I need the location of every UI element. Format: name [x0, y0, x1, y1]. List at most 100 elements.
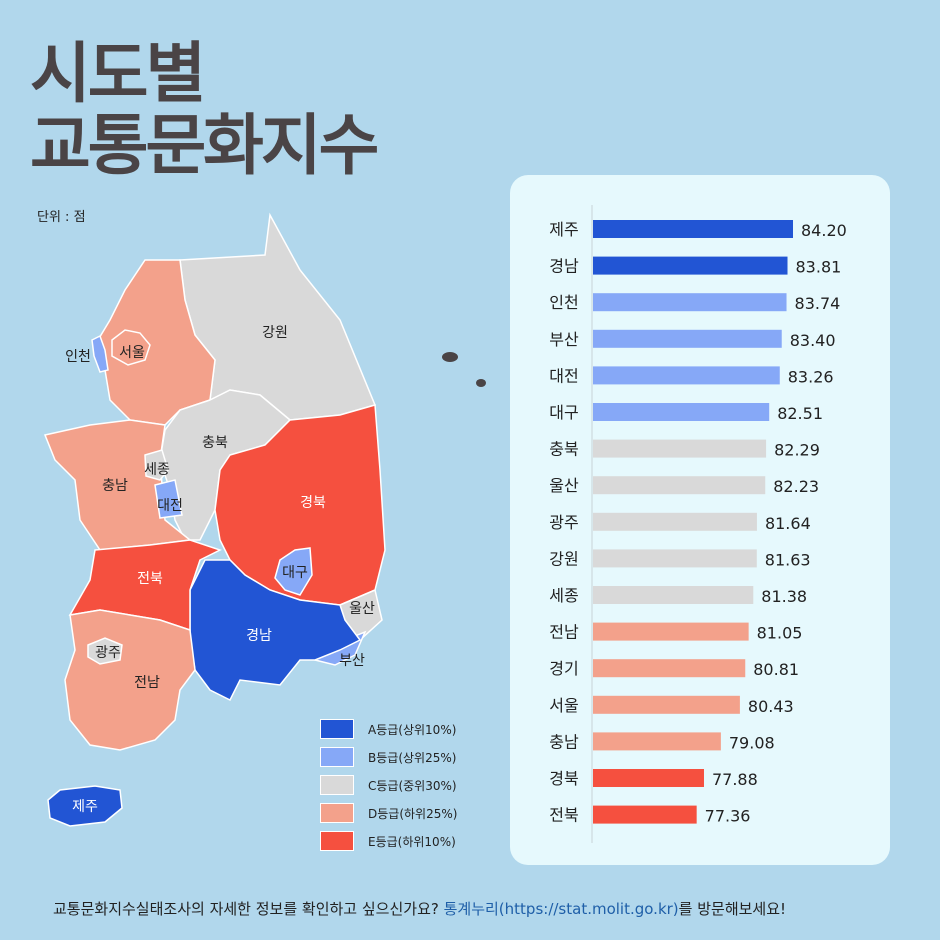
- value-label-16: 77.36: [705, 807, 751, 826]
- category-label-15: 경북: [549, 769, 578, 788]
- map-region-16: [47, 785, 123, 827]
- bar-7: [593, 476, 766, 495]
- value-label-5: 82.51: [777, 404, 823, 423]
- map-region-12: [189, 559, 362, 702]
- bar-chart: 제주 84.20 경남 83.81 인천 83.74 부산 83.40 대전 83.26 대구 82.…: [549, 205, 847, 843]
- category-label-9: 강원: [549, 549, 578, 568]
- map-region-2: [111, 329, 151, 366]
- title-line-1: 시도별: [30, 35, 206, 112]
- value-label-12: 80.81: [753, 660, 799, 679]
- map-label-14: 전남: [134, 675, 160, 691]
- map-label-0: 강원: [262, 325, 288, 341]
- category-label-14: 충남: [549, 732, 579, 751]
- map-region-15: [87, 637, 123, 665]
- legend-swatch: [320, 803, 354, 823]
- category-label-4: 대전: [549, 366, 578, 385]
- legend-swatch: [320, 831, 354, 851]
- category-label-8: 광주: [549, 513, 578, 532]
- legend: A등급(상위10%) B등급(상위25%) C등급(중위30%) D등급(하위25%)…: [320, 715, 457, 855]
- category-label-6: 충북: [549, 440, 578, 459]
- bar-2: [593, 293, 787, 312]
- bar-1: [593, 256, 788, 275]
- value-label-4: 83.26: [788, 367, 834, 386]
- value-label-11: 81.05: [757, 624, 803, 643]
- legend-label: C등급(중위30%): [368, 778, 457, 793]
- value-label-10: 81.38: [761, 587, 807, 606]
- map-label-5: 충남: [102, 478, 128, 494]
- value-label-7: 82.23: [773, 477, 819, 496]
- legend-item-3: D등급(하위25%): [320, 799, 457, 827]
- map-label-6: 세종: [144, 462, 170, 478]
- value-label-3: 83.40: [790, 331, 836, 350]
- category-label-11: 전남: [549, 623, 579, 642]
- map-label-13: 전북: [137, 571, 163, 587]
- map-region-6: [144, 449, 169, 481]
- value-label-0: 84.20: [801, 221, 847, 240]
- map-label-7: 대전: [157, 498, 183, 514]
- legend-label: E등급(하위10%): [368, 834, 456, 849]
- bar-14: [593, 732, 721, 751]
- map-label-2: 서울: [119, 345, 145, 361]
- value-label-13: 80.43: [748, 697, 794, 716]
- bar-0: [593, 220, 793, 238]
- map-label-16: 제주: [72, 799, 98, 815]
- bar-16: [593, 805, 697, 824]
- category-label-2: 인천: [549, 293, 578, 312]
- legend-label: D등급(하위25%): [368, 806, 458, 821]
- category-label-7: 울산: [549, 476, 579, 495]
- map-label-12: 경남: [246, 628, 272, 644]
- legend-item-1: B등급(상위25%): [320, 743, 457, 771]
- bar-5: [593, 403, 770, 421]
- island-dokdo: [476, 379, 486, 387]
- bar-15: [593, 769, 704, 787]
- map-label-3: 인천: [65, 349, 91, 365]
- category-label-5: 대구: [549, 403, 578, 422]
- map-label-11: 부산: [339, 653, 365, 669]
- map-label-9: 대구: [282, 565, 308, 581]
- value-label-1: 83.81: [796, 258, 842, 277]
- legend-item-2: C등급(중위30%): [320, 771, 457, 799]
- bar-3: [593, 329, 782, 348]
- bar-4: [593, 366, 780, 385]
- stat-link[interactable]: 통계누리(https://stat.molit.go.kr): [443, 900, 679, 918]
- value-label-2: 83.74: [795, 294, 841, 313]
- unit-label: 단위 : 점: [37, 210, 86, 225]
- title-line-2: 교통문화지수: [30, 107, 379, 184]
- map-region-3: [91, 334, 109, 373]
- island-ulleung: [442, 352, 458, 362]
- value-label-14: 79.08: [729, 733, 775, 752]
- legend-swatch: [320, 747, 354, 767]
- map-label-15: 광주: [95, 645, 121, 661]
- legend-label: A등급(상위10%): [368, 722, 457, 737]
- value-label-6: 82.29: [774, 441, 820, 460]
- category-label-3: 부산: [549, 330, 579, 349]
- bar-13: [593, 695, 740, 714]
- legend-item-4: E등급(하위10%): [320, 827, 457, 855]
- bar-11: [593, 622, 749, 641]
- category-label-12: 경기: [549, 659, 578, 678]
- map-label-10: 울산: [349, 601, 375, 617]
- footer: 교통문화지수실태조사의 자세한 정보를 확인하고 싶으신가요? 통계누리(htt…: [53, 898, 786, 919]
- value-label-8: 81.64: [765, 514, 811, 533]
- map-region-9: [274, 547, 313, 596]
- bar-9: [593, 549, 757, 568]
- category-label-1: 경남: [549, 257, 579, 276]
- category-label-13: 서울: [549, 696, 578, 715]
- category-label-16: 전북: [549, 806, 578, 825]
- bar-10: [593, 586, 754, 604]
- bar-8: [593, 512, 757, 531]
- map-label-8: 경북: [300, 495, 326, 511]
- legend-label: B등급(상위25%): [368, 750, 457, 765]
- legend-swatch: [320, 719, 354, 739]
- bar-chart-panel: 제주 84.20 경남 83.81 인천 83.74 부산 83.40 대전 83.26 대구 82.…: [510, 175, 890, 865]
- map-label-4: 충북: [202, 435, 228, 451]
- footer-text: 교통문화지수실태조사의 자세한 정보를 확인하고 싶으신가요?: [53, 900, 444, 918]
- legend-swatch: [320, 775, 354, 795]
- category-label-10: 세종: [549, 586, 578, 605]
- category-label-0: 제주: [549, 220, 578, 239]
- page-title: 시도별 교통문화지수: [30, 35, 379, 184]
- value-label-9: 81.63: [765, 550, 811, 569]
- legend-item-0: A등급(상위10%): [320, 715, 457, 743]
- value-label-15: 77.88: [712, 770, 758, 789]
